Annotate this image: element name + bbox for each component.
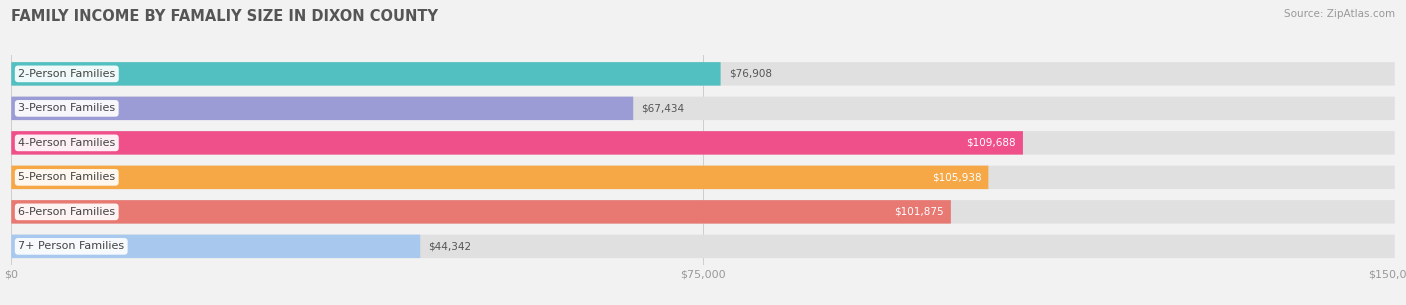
Text: $67,434: $67,434 [641, 103, 685, 113]
FancyBboxPatch shape [11, 235, 420, 258]
Text: $105,938: $105,938 [932, 172, 981, 182]
FancyBboxPatch shape [11, 235, 1395, 258]
Text: $44,342: $44,342 [429, 241, 471, 251]
Text: 2-Person Families: 2-Person Families [18, 69, 115, 79]
FancyBboxPatch shape [11, 200, 1395, 224]
Text: 6-Person Families: 6-Person Families [18, 207, 115, 217]
Text: 3-Person Families: 3-Person Families [18, 103, 115, 113]
Text: 4-Person Families: 4-Person Families [18, 138, 115, 148]
FancyBboxPatch shape [11, 62, 721, 86]
Text: 5-Person Families: 5-Person Families [18, 172, 115, 182]
Text: $76,908: $76,908 [728, 69, 772, 79]
FancyBboxPatch shape [11, 200, 950, 224]
FancyBboxPatch shape [11, 97, 633, 120]
FancyBboxPatch shape [11, 166, 1395, 189]
FancyBboxPatch shape [11, 97, 1395, 120]
Text: 7+ Person Families: 7+ Person Families [18, 241, 124, 251]
FancyBboxPatch shape [11, 131, 1395, 155]
FancyBboxPatch shape [11, 166, 988, 189]
FancyBboxPatch shape [11, 131, 1024, 155]
Text: Source: ZipAtlas.com: Source: ZipAtlas.com [1284, 9, 1395, 19]
Text: $101,875: $101,875 [894, 207, 943, 217]
FancyBboxPatch shape [11, 62, 1395, 86]
Text: FAMILY INCOME BY FAMALIY SIZE IN DIXON COUNTY: FAMILY INCOME BY FAMALIY SIZE IN DIXON C… [11, 9, 439, 24]
Text: $109,688: $109,688 [966, 138, 1017, 148]
